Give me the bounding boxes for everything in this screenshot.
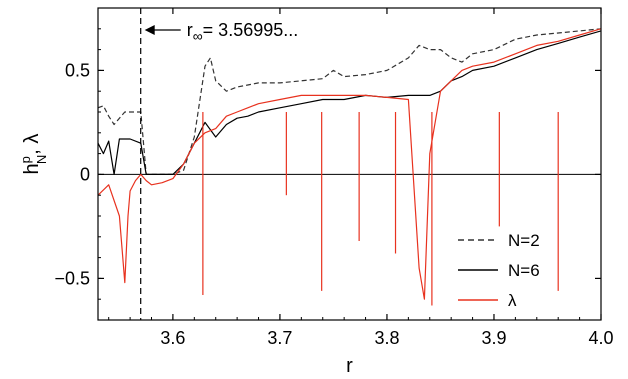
legend-label-1: N=2 — [508, 231, 540, 250]
series-line-3 — [98, 28, 601, 300]
annotation-text: r∞= 3.56995... — [187, 20, 299, 44]
y-tick-label: −0.5 — [54, 268, 90, 288]
y-tick-label: 0 — [80, 164, 90, 184]
legend-label-3: λ — [508, 291, 517, 310]
x-tick-label: 3.9 — [481, 328, 506, 348]
annotation-arrow-head — [144, 25, 155, 35]
y-tick-label: 0.5 — [65, 60, 90, 80]
annotation-layer: r∞= 3.56995... — [140, 8, 299, 320]
x-tick-label: 3.6 — [160, 328, 185, 348]
plot-frame — [97, 7, 602, 321]
series-line-1 — [98, 28, 601, 175]
legend-label-2: N=6 — [508, 261, 540, 280]
labels-layer: 3.6 3.7 3.8 3.9 4.0 −0.5 0 0.5 r hpN, λ — [18, 60, 614, 377]
x-axis-title: r — [346, 355, 353, 377]
x-tick-label: 3.7 — [267, 328, 292, 348]
x-tick-label: 3.8 — [374, 328, 399, 348]
series-line-2 — [98, 30, 601, 175]
axes-layer — [97, 7, 602, 321]
ticks-layer — [98, 8, 602, 320]
y-axis-title: hpN, λ — [18, 134, 49, 175]
legend: N=2 N=6 λ — [458, 231, 540, 310]
x-tick-label: 4.0 — [588, 328, 613, 348]
